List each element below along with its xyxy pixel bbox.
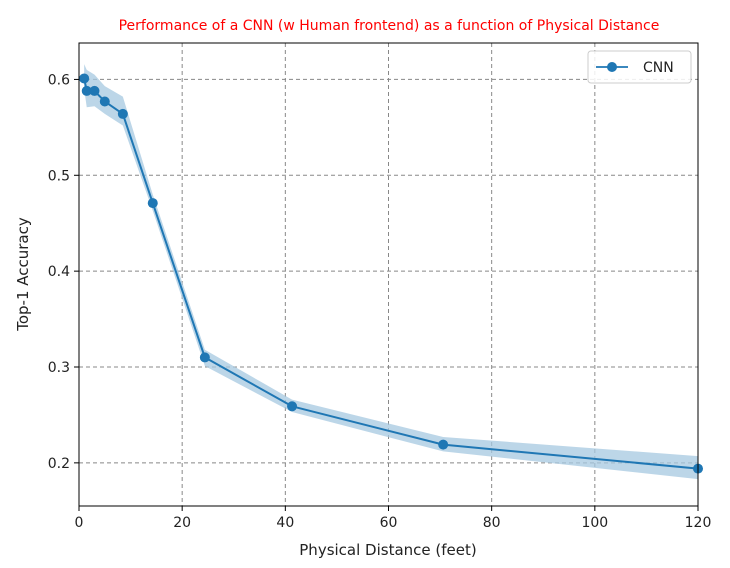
- legend-marker-swatch: [607, 62, 617, 72]
- data-point-4: [117, 108, 128, 119]
- y-tick-label-0: 0.2: [48, 456, 70, 472]
- data-point-7: [287, 401, 298, 412]
- x-tick-label-0: 0: [75, 515, 84, 531]
- data-point-1: [81, 85, 92, 96]
- legend-label-cnn: CNN: [643, 60, 674, 76]
- x-tick-label-4: 80: [483, 515, 501, 531]
- data-point-0: [79, 73, 90, 84]
- legend-box: [587, 50, 692, 84]
- chart-title: Performance of a CNN (w Human frontend) …: [119, 18, 660, 34]
- series-line-cnn: [83, 78, 699, 470]
- series-line-layer: [83, 78, 699, 470]
- x-tick-label-1: 20: [173, 515, 191, 531]
- y-axis-ticks: 0.2 0.3 0.4 0.5 0.6: [48, 72, 79, 472]
- y-tick-label-2: 0.4: [48, 264, 70, 280]
- x-axis-label: Physical Distance (feet): [299, 541, 476, 559]
- data-point-5: [147, 198, 158, 209]
- y-tick-label-3: 0.5: [48, 168, 70, 184]
- legend: CNN: [587, 50, 692, 84]
- x-tick-label-3: 60: [380, 515, 398, 531]
- series-points: [79, 73, 703, 474]
- y-axis-label: Top-1 Accuracy: [14, 217, 32, 332]
- y-tick-label-4: 0.6: [48, 72, 70, 88]
- x-tick-label-6: 120: [685, 515, 712, 531]
- y-tick-label-1: 0.3: [48, 360, 70, 376]
- data-point-3: [99, 96, 110, 107]
- data-point-6: [199, 352, 210, 363]
- x-tick-label-5: 100: [581, 515, 608, 531]
- x-axis-ticks: 0 20 40 60 80 100 120: [75, 506, 712, 531]
- data-point-2: [89, 85, 100, 96]
- x-tick-label-2: 40: [276, 515, 294, 531]
- data-point-8: [438, 439, 449, 450]
